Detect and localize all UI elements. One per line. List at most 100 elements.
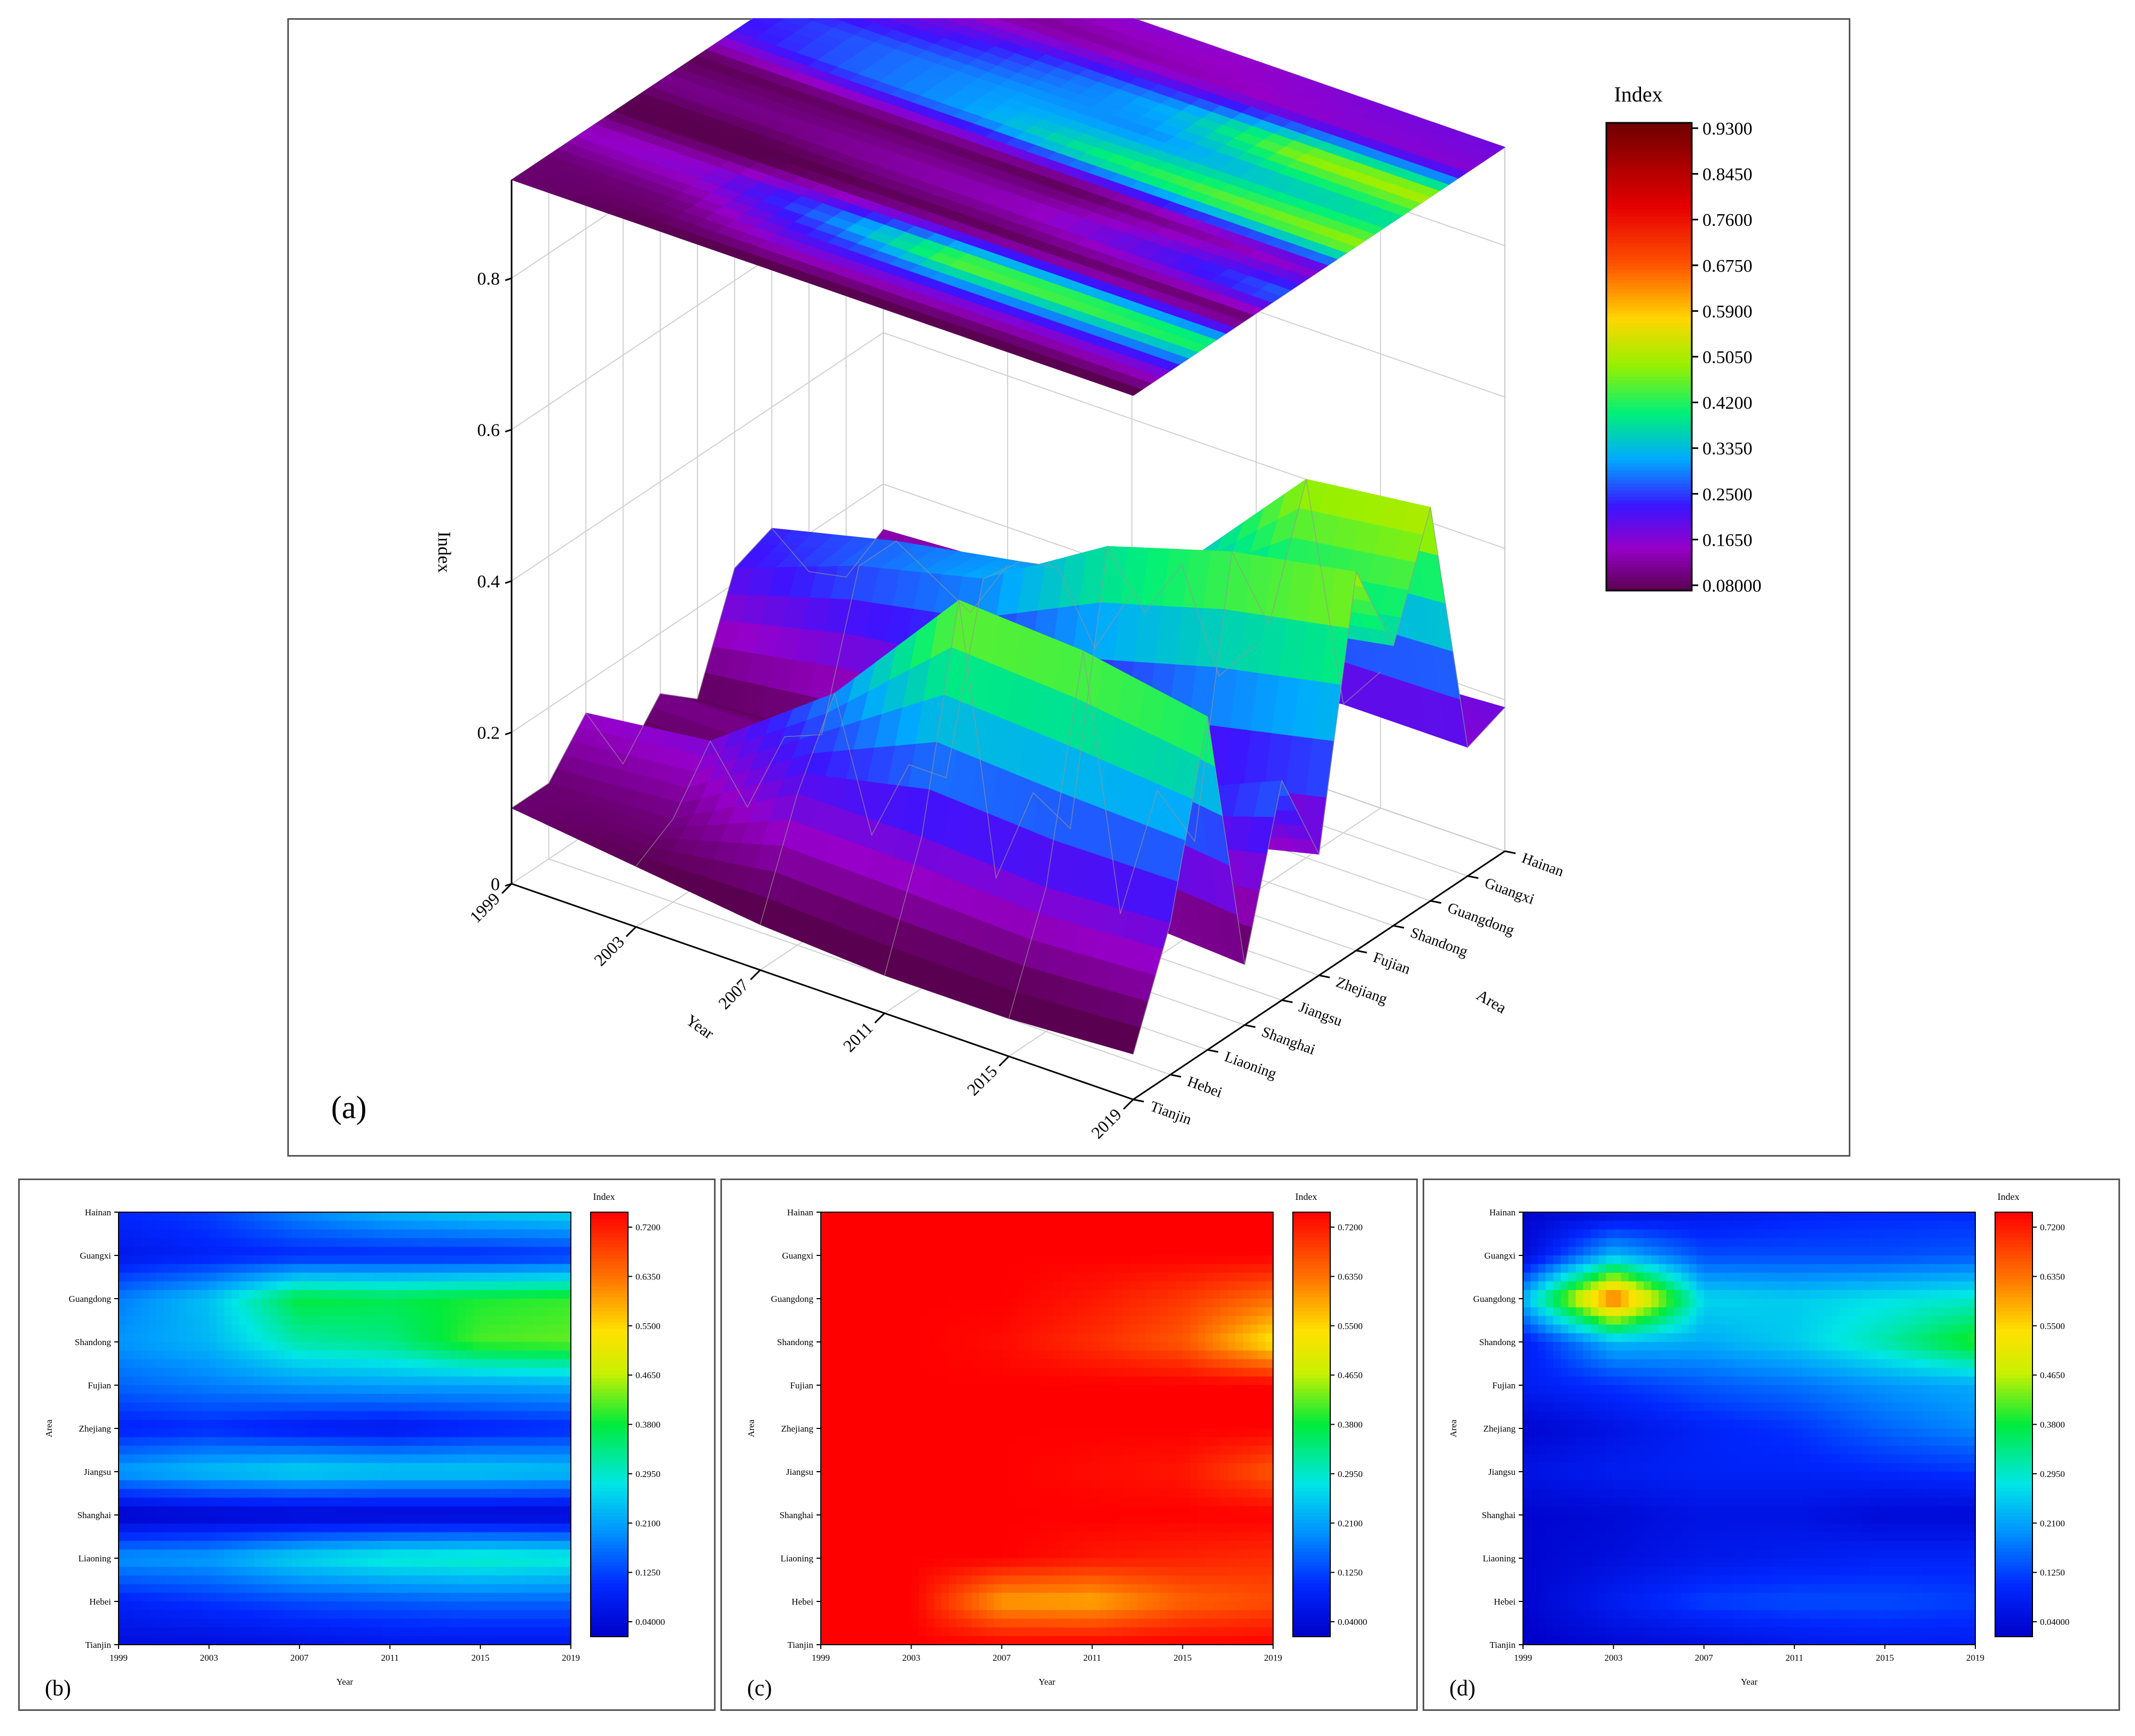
heatmap-cell [563, 1472, 571, 1481]
heatmap-cell [178, 1454, 187, 1464]
heatmap-cell [344, 1307, 353, 1316]
heatmap-cell [119, 1394, 127, 1403]
heatmap-cell [284, 1446, 293, 1455]
heatmap-cell [503, 1299, 511, 1308]
heatmap-cell [134, 1350, 142, 1360]
heatmap-cell [525, 1212, 534, 1221]
heatmap-cell [352, 1446, 360, 1455]
heatmap-cell [254, 1446, 262, 1455]
colorbar-tick-label: 0.08000 [1702, 576, 1762, 596]
colorbar-band [1606, 310, 1692, 314]
heatmap-cell [178, 1368, 187, 1377]
heatmap-cell [367, 1255, 375, 1264]
heatmap-cell [284, 1350, 293, 1360]
heatmap-cell [126, 1463, 134, 1472]
top-plane-cell [860, 18, 880, 23]
heatmap-cell [352, 1246, 360, 1256]
heatmap-cell [465, 1489, 474, 1498]
heatmap-cell [322, 1437, 330, 1446]
heatmap-cell [511, 1472, 519, 1481]
heatmap-cell [450, 1324, 458, 1334]
heatmap-cell [511, 1238, 519, 1247]
heatmap-cell [443, 1463, 451, 1472]
heatmap-cell [134, 1281, 142, 1291]
heatmap-cell [540, 1402, 549, 1412]
heatmap-cell [465, 1454, 474, 1464]
heatmap-cell [277, 1394, 285, 1403]
heatmap-cell [367, 1307, 375, 1316]
heatmap-cell [374, 1472, 383, 1481]
heatmap-cell [284, 1376, 293, 1386]
heatmap-cell [420, 1454, 428, 1464]
heatmap-cell [141, 1428, 150, 1437]
colorbar-band [1606, 580, 1692, 585]
heatmap-cell [194, 1221, 202, 1230]
heatmap-cell [511, 1463, 519, 1472]
heatmap-cell [322, 1489, 330, 1498]
heatmap-cell [344, 1272, 353, 1282]
heatmap-cell [119, 1472, 127, 1481]
heatmap-cell [458, 1316, 466, 1325]
heatmap-cell [511, 1480, 519, 1489]
heatmap-cell [141, 1299, 150, 1308]
heatmap-cell [262, 1290, 270, 1299]
heatmap-cell [216, 1480, 225, 1489]
heatmap-cell [126, 1394, 134, 1403]
heatmap-cell [397, 1359, 406, 1369]
heatmap-cell [420, 1212, 428, 1221]
heatmap-cell [488, 1402, 496, 1412]
heatmap-cell [134, 1246, 142, 1256]
heatmap-cell [390, 1264, 398, 1273]
colorbar-band [1606, 146, 1692, 150]
heatmap-cell [134, 1316, 142, 1325]
heatmap-cell [473, 1307, 481, 1316]
heatmap-cell [329, 1472, 337, 1481]
heatmap-cell [171, 1376, 179, 1386]
heatmap-cell [465, 1238, 474, 1247]
heatmap-cell [126, 1255, 134, 1264]
heatmap-cell [277, 1272, 285, 1282]
heatmap-cell [292, 1446, 300, 1455]
heatmap-cell [555, 1299, 564, 1308]
heatmap-cell [277, 1411, 285, 1420]
heatmap-cell [352, 1290, 360, 1299]
heatmap-cell [435, 1264, 443, 1273]
heatmap-cell [374, 1212, 383, 1221]
heatmap-cell [427, 1480, 436, 1489]
heatmap-cell [148, 1368, 157, 1377]
heatmap-cell [141, 1463, 150, 1472]
heatmap-cell [148, 1489, 157, 1498]
heatmap-cell [382, 1463, 390, 1472]
heatmap-cell [299, 1385, 308, 1394]
heatmap-cell [495, 1246, 504, 1256]
heatmap-cell [277, 1342, 285, 1351]
heatmap-cell [374, 1446, 383, 1455]
heatmap-cell [163, 1497, 172, 1507]
heatmap-cell [374, 1264, 383, 1273]
heatmap-cell [412, 1472, 421, 1481]
heatmap-cell [322, 1290, 330, 1299]
colorbar-band [1606, 350, 1692, 354]
heatmap-cell [412, 1368, 421, 1377]
heatmap-cell [292, 1480, 300, 1489]
heatmap-cell [420, 1472, 428, 1481]
heatmap-cell [443, 1221, 451, 1230]
heatmap-cell [533, 1229, 541, 1239]
heatmap-cell [239, 1221, 247, 1230]
heatmap-cell [246, 1411, 255, 1420]
heatmap-cell [178, 1385, 187, 1394]
heatmap-cell [284, 1281, 293, 1291]
top-plane-cell [914, 18, 943, 25]
heatmap-cell [201, 1472, 209, 1481]
heatmap-cell [322, 1299, 330, 1308]
heatmap-cell [292, 1290, 300, 1299]
heatmap-cell [518, 1350, 526, 1360]
heatmap-cell [231, 1212, 240, 1221]
heatmap-cell [397, 1463, 406, 1472]
heatmap-cell [216, 1446, 225, 1455]
heatmap-cell [201, 1316, 209, 1325]
heatmap-cell [518, 1368, 526, 1377]
heatmap-cell [420, 1350, 428, 1360]
heatmap-cell [525, 1480, 534, 1489]
heatmap-cell [307, 1368, 315, 1377]
